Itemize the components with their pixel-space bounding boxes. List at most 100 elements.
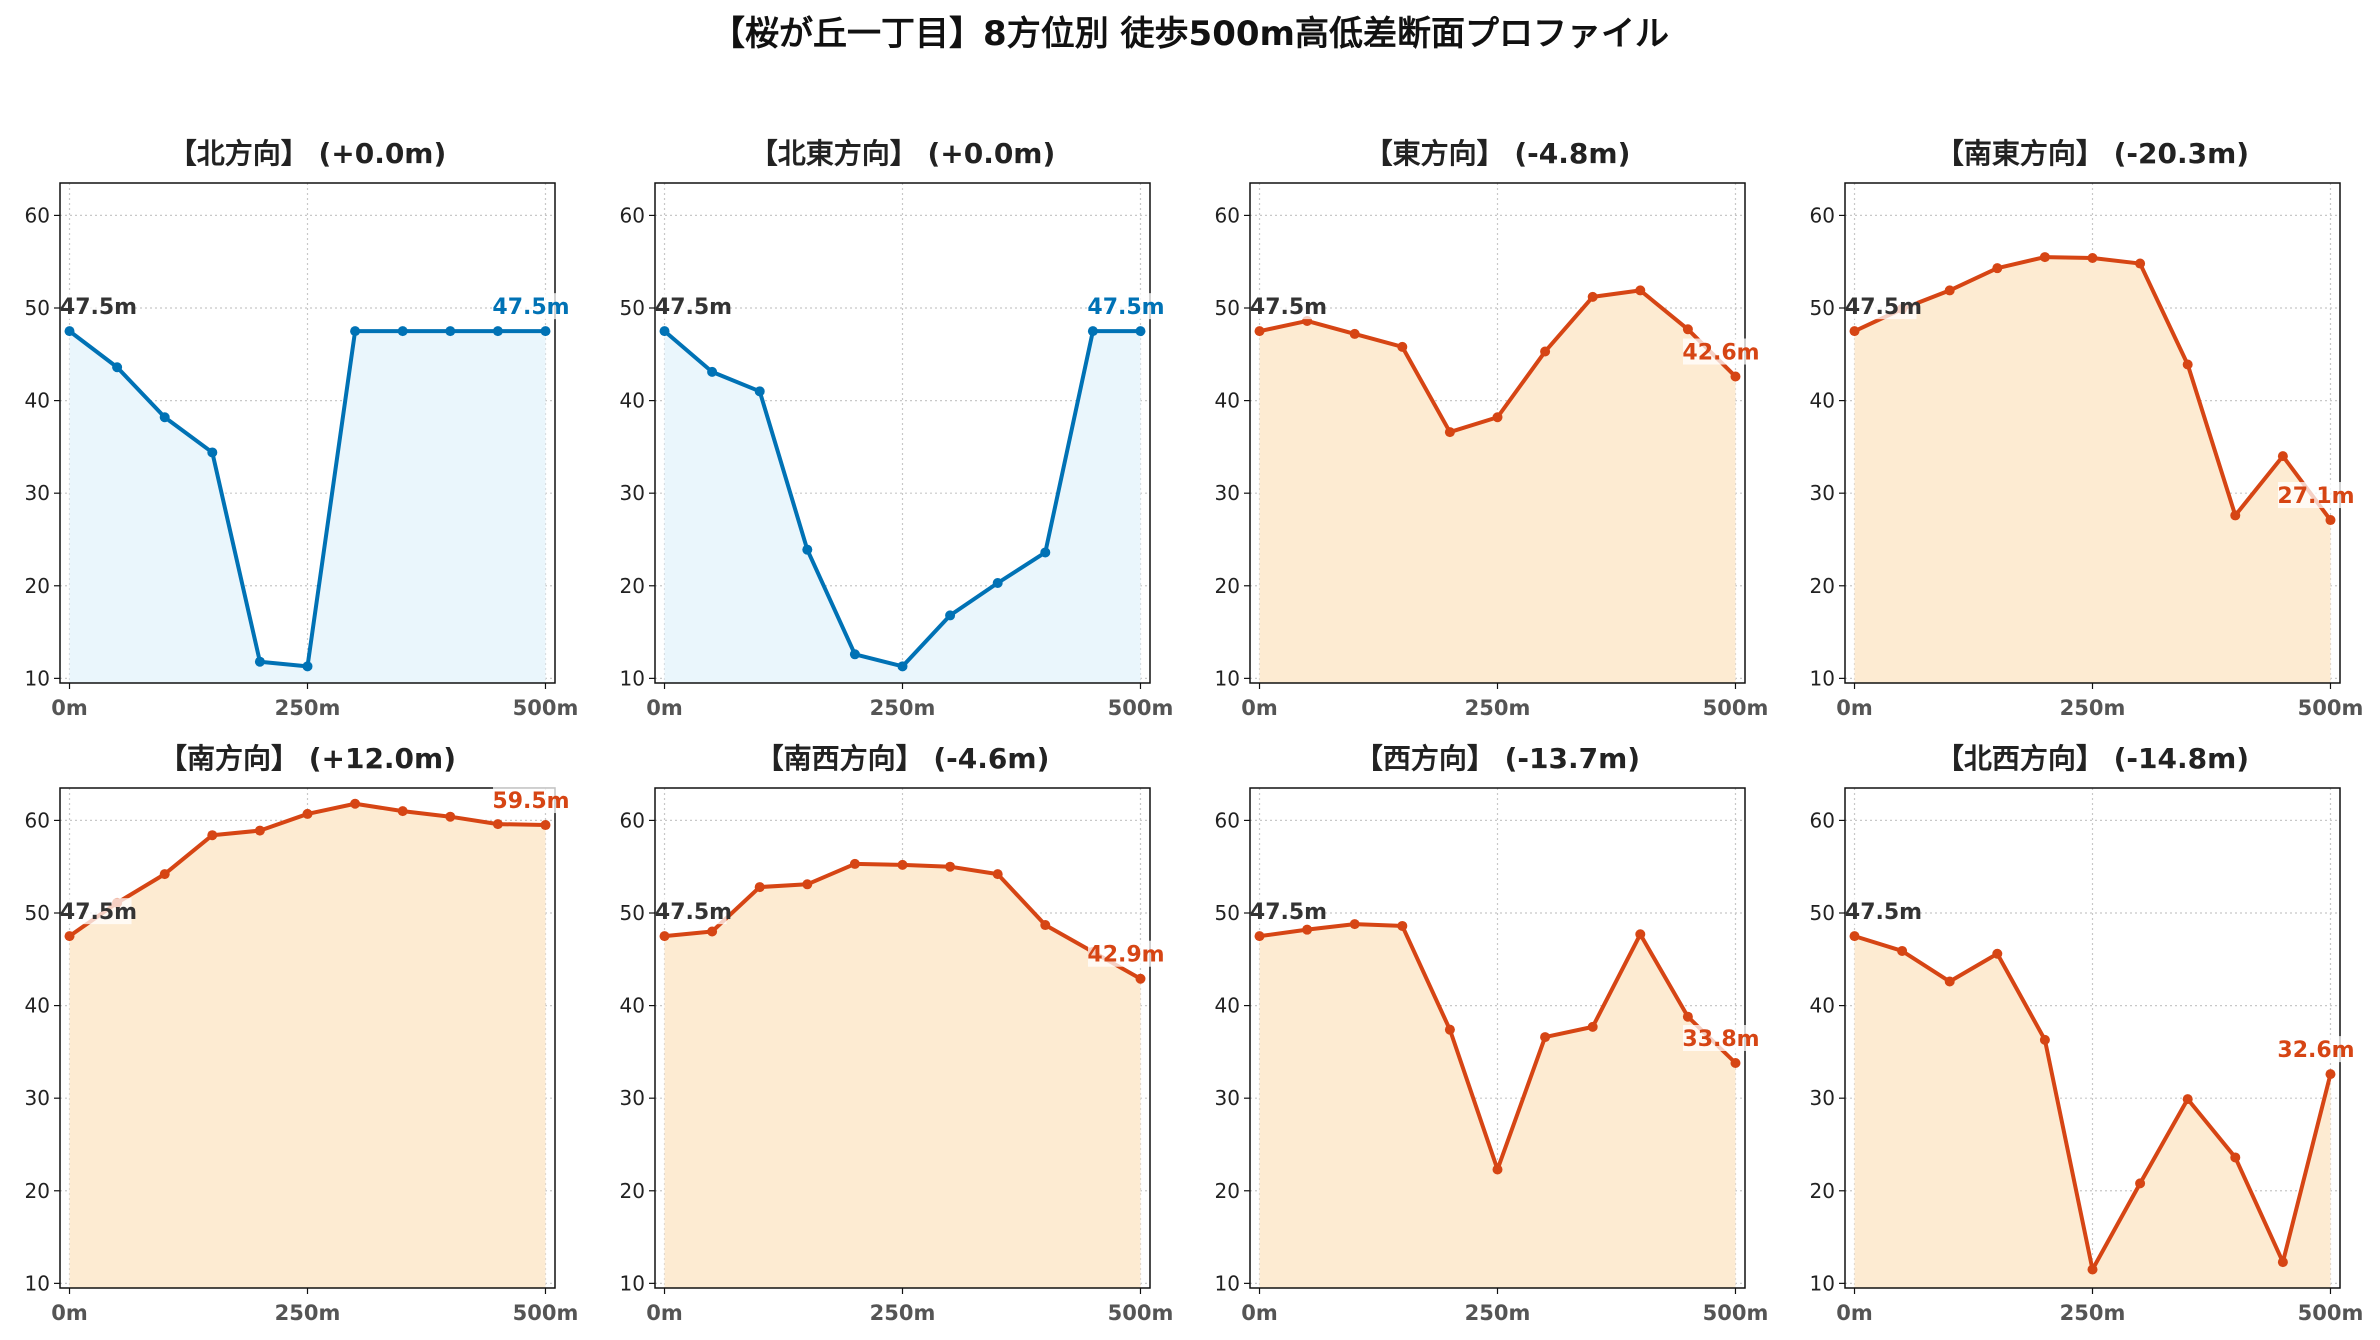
- data-point: [64, 931, 75, 942]
- chart-panel: 【北方向】 (+0.0m) 10 20 30 40 50 60 0m 250m 500m 47.5m…: [25, 137, 579, 720]
- data-point: [1944, 976, 1955, 987]
- data-point: [540, 820, 551, 831]
- start-elevation-label: 47.5m: [1250, 295, 1327, 320]
- data-point: [2325, 1069, 2336, 1080]
- data-point: [1040, 920, 1051, 931]
- start-elevation-label: 47.5m: [1845, 900, 1922, 925]
- data-point: [1135, 973, 1146, 984]
- y-tick-label: 20: [1810, 574, 1835, 598]
- start-label-box: [65, 898, 132, 925]
- y-tick-label: 20: [25, 1179, 50, 1203]
- data-point: [445, 326, 456, 337]
- x-tick-label: 250m: [275, 1301, 341, 1325]
- data-point: [1587, 291, 1598, 302]
- end-elevation-label: 32.6m: [2277, 1038, 2354, 1063]
- panel-title: 【西方向】 (-13.7m): [1355, 742, 1640, 775]
- y-tick-label: 20: [620, 1179, 645, 1203]
- y-tick-label: 50: [620, 901, 645, 925]
- y-tick-label: 60: [1215, 203, 1240, 227]
- y-tick-label: 10: [1810, 666, 1835, 690]
- chart-panel: 【南西方向】 (-4.6m) 10 20 30 40 50 60 0m 250m 500m 47.5…: [620, 742, 1174, 1325]
- y-tick-label: 40: [1810, 994, 1835, 1018]
- x-tick-label: 500m: [1108, 696, 1174, 720]
- start-label-box: [1850, 293, 1917, 320]
- y-tick-label: 50: [1810, 296, 1835, 320]
- data-point: [540, 326, 551, 337]
- y-tick-label: 30: [1215, 481, 1240, 505]
- x-tick-label: 250m: [275, 696, 341, 720]
- y-tick-label: 10: [1810, 1271, 1835, 1295]
- x-tick-label: 0m: [1836, 696, 1873, 720]
- x-tick-label: 500m: [1703, 1301, 1769, 1325]
- data-point: [2277, 1257, 2288, 1268]
- y-tick-label: 10: [25, 666, 50, 690]
- y-tick-label: 50: [1215, 296, 1240, 320]
- end-label-box: [493, 787, 569, 814]
- y-tick-label: 30: [25, 481, 50, 505]
- data-point: [2277, 451, 2288, 462]
- end-label-box: [493, 293, 569, 320]
- data-point: [945, 861, 956, 872]
- data-point: [1087, 326, 1098, 337]
- start-elevation-label: 47.5m: [655, 295, 732, 320]
- data-point: [397, 806, 408, 817]
- data-point: [2135, 1178, 2146, 1189]
- start-label-box: [1255, 293, 1322, 320]
- y-tick-label: 50: [1215, 901, 1240, 925]
- data-point: [2135, 258, 2146, 269]
- x-tick-label: 0m: [646, 696, 683, 720]
- figure-title: 【桜が丘一丁目】8方位別 徒歩500m高低差断面プロファイル: [711, 14, 1669, 54]
- data-point: [659, 931, 670, 942]
- data-point: [302, 808, 313, 819]
- panel-title: 【東方向】 (-4.8m): [1365, 137, 1631, 170]
- data-point: [2039, 252, 2050, 263]
- x-tick-label: 0m: [646, 1301, 683, 1325]
- y-tick-label: 20: [1810, 1179, 1835, 1203]
- y-tick-label: 10: [1215, 1271, 1240, 1295]
- y-tick-label: 50: [25, 296, 50, 320]
- start-elevation-label: 47.5m: [1250, 900, 1327, 925]
- data-point: [2087, 1264, 2098, 1275]
- end-elevation-label: 27.1m: [2277, 484, 2354, 509]
- x-tick-label: 500m: [2298, 696, 2364, 720]
- data-point: [1587, 1021, 1598, 1032]
- y-tick-label: 10: [620, 1271, 645, 1295]
- y-tick-label: 60: [25, 203, 50, 227]
- y-tick-label: 40: [620, 994, 645, 1018]
- data-point: [492, 819, 503, 830]
- y-tick-label: 20: [1215, 1179, 1240, 1203]
- panel-title: 【北東方向】 (+0.0m): [750, 137, 1056, 170]
- y-tick-label: 10: [1215, 666, 1240, 690]
- area-fill: [69, 803, 546, 1288]
- data-point: [1254, 326, 1265, 337]
- chart-panel: 【東方向】 (-4.8m) 10 20 30 40 50 60 0m 250m 500m 47.5m…: [1215, 137, 1769, 720]
- area-fill: [1259, 924, 1736, 1288]
- data-point: [1254, 931, 1265, 942]
- data-point: [302, 661, 313, 672]
- end-label-box: [1683, 1025, 1759, 1051]
- y-tick-label: 30: [1810, 1086, 1835, 1110]
- y-tick-label: 30: [620, 481, 645, 505]
- data-point: [2087, 253, 2098, 263]
- data-point: [350, 798, 361, 809]
- y-tick-label: 20: [620, 574, 645, 598]
- data-point: [1302, 924, 1313, 935]
- y-tick-label: 30: [1215, 1086, 1240, 1110]
- start-label-box: [660, 293, 727, 320]
- data-point: [1444, 1024, 1455, 1035]
- end-elevation-label: 59.5m: [492, 789, 569, 814]
- end-elevation-label: 42.6m: [1682, 341, 1759, 366]
- x-tick-label: 0m: [51, 696, 88, 720]
- data-point: [254, 656, 265, 667]
- start-label-box: [65, 293, 132, 320]
- chart-panel: 【北東方向】 (+0.0m) 10 20 30 40 50 60 0m 250m 500m 47.5…: [620, 137, 1174, 720]
- y-tick-label: 50: [620, 296, 645, 320]
- x-tick-label: 250m: [1465, 696, 1531, 720]
- data-point: [159, 869, 170, 880]
- y-tick-label: 40: [1215, 994, 1240, 1018]
- data-point: [659, 326, 670, 337]
- data-point: [1897, 945, 1908, 956]
- data-point: [1730, 1058, 1741, 1068]
- data-point: [254, 825, 265, 836]
